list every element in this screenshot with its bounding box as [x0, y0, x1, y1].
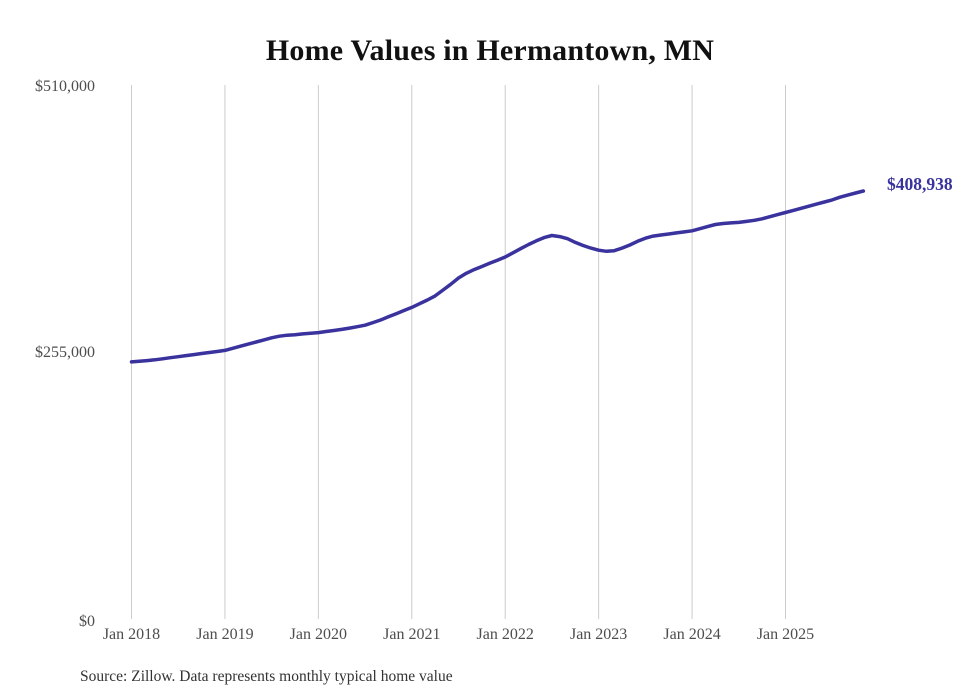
y-axis-tick-255000: $255,000 [35, 344, 95, 361]
x-axis-tick: Jan 2025 [756, 626, 815, 643]
y-axis-tick-0: $0 [79, 613, 95, 630]
x-axis-tick: Jan 2022 [476, 626, 534, 643]
y-axis-tick-510000: $510,000 [35, 78, 95, 95]
chart-title: Home Values in Hermantown, MN [265, 34, 715, 67]
latest-value-label: $408,938 [887, 174, 953, 194]
x-axis-tick: Jan 2020 [289, 626, 347, 643]
x-axis-tick: Jan 2024 [663, 626, 721, 643]
x-axis-tick: Jan 2021 [383, 626, 441, 643]
x-axis-tick: Jan 2023 [569, 626, 628, 643]
x-axis-tick: Jan 2019 [196, 626, 254, 643]
source-note: Source: Zillow. Data represents monthly … [80, 668, 453, 685]
x-axis-tick: Jan 2018 [102, 626, 161, 643]
home-value-line [129, 189, 866, 364]
